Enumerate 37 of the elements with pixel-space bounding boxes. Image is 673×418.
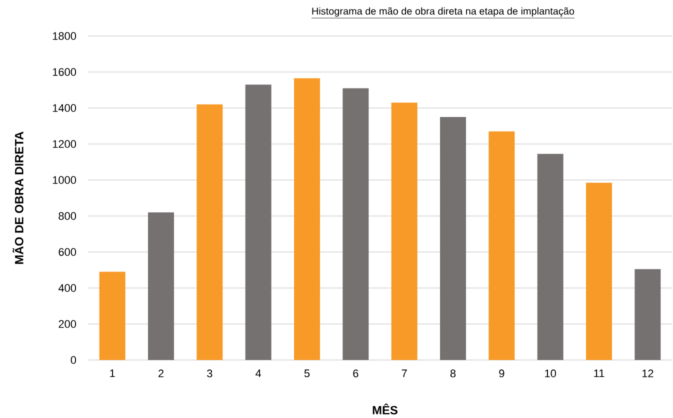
x-tick-label: 5 [304,370,310,378]
bar [391,102,418,360]
bar [99,272,126,360]
x-tick-label: 10 [545,370,556,378]
x-tick-label: 4 [256,370,262,378]
y-tick-label: 1800 [52,32,76,40]
bar [634,269,661,360]
bar [342,88,369,360]
x-tick-label: 2 [158,370,164,378]
x-tick-label: 8 [450,370,456,378]
bar [245,84,272,360]
y-tick-label: 1000 [52,176,76,184]
x-tick-label: 9 [499,370,504,378]
bar [537,154,564,360]
bar [488,131,515,360]
bar [294,78,320,360]
x-tick-label: 12 [642,370,654,378]
bar [148,212,174,360]
bar [440,116,466,360]
y-axis-title: MÃO DE OBRA DIRETA [12,132,24,264]
y-tick-label: 200 [58,320,76,328]
chart-title: Histograma de mão de obra direta na etapa de implantação [312,7,574,17]
y-tick-label: 1400 [52,104,76,112]
x-tick-label: 11 [594,370,604,378]
y-tick-label: 0 [70,356,76,364]
y-tick-label: 600 [58,248,76,256]
x-tick-label: 6 [353,370,358,378]
bar [196,104,223,360]
y-tick-label: 400 [58,284,76,292]
x-tick-label: 1 [110,370,115,378]
x-axis-title: MÊS [372,404,398,414]
y-tick-label: 800 [58,212,76,220]
x-tick-label: 7 [402,370,407,378]
bar [586,182,612,360]
x-tick-label: 3 [207,370,212,378]
y-tick-label: 1200 [52,140,76,148]
y-tick-label: 1600 [52,68,76,76]
